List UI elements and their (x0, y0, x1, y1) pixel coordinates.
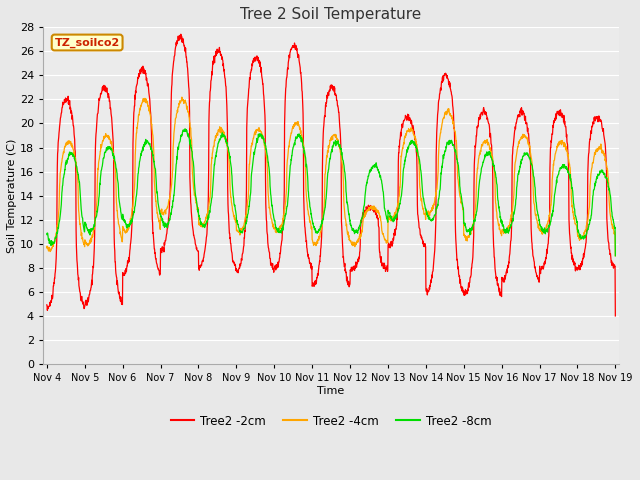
X-axis label: Time: Time (317, 386, 345, 396)
Legend: Tree2 -2cm, Tree2 -4cm, Tree2 -8cm: Tree2 -2cm, Tree2 -4cm, Tree2 -8cm (166, 410, 497, 432)
Y-axis label: Soil Temperature (C): Soil Temperature (C) (7, 138, 17, 253)
Text: TZ_soilco2: TZ_soilco2 (54, 37, 120, 48)
Title: Tree 2 Soil Temperature: Tree 2 Soil Temperature (241, 7, 422, 22)
